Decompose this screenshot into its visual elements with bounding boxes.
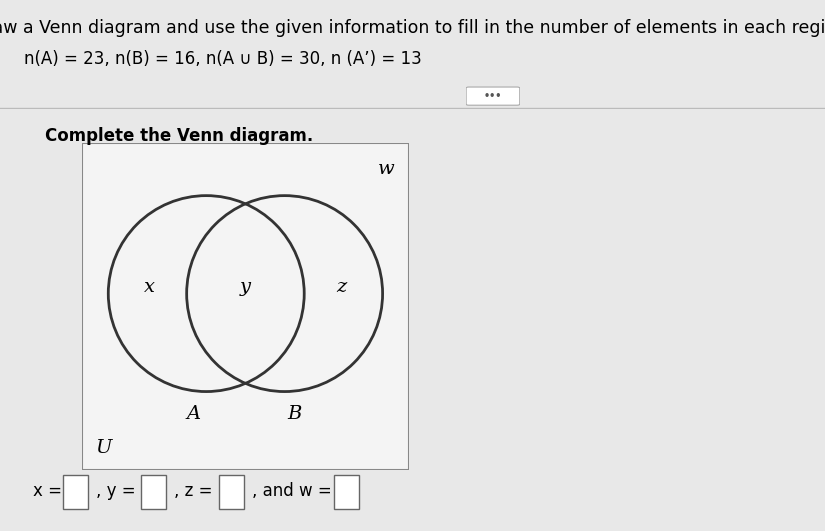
Text: U: U bbox=[95, 439, 111, 457]
Text: A: A bbox=[186, 406, 200, 423]
Text: x =: x = bbox=[33, 482, 62, 500]
FancyBboxPatch shape bbox=[466, 87, 520, 105]
Bar bbox=[63, 475, 87, 509]
FancyBboxPatch shape bbox=[82, 143, 408, 470]
Text: •••: ••• bbox=[483, 91, 502, 101]
Text: z: z bbox=[337, 278, 346, 296]
Text: x: x bbox=[144, 278, 155, 296]
Text: n(A) = 23, n(B) = 16, n(A ∪ B) = 30, n (A’) = 13: n(A) = 23, n(B) = 16, n(A ∪ B) = 30, n (… bbox=[24, 50, 422, 68]
Text: Complete the Venn diagram.: Complete the Venn diagram. bbox=[45, 127, 314, 145]
Text: , y =: , y = bbox=[97, 482, 136, 500]
Text: B: B bbox=[287, 406, 302, 423]
Bar bbox=[219, 475, 243, 509]
Text: w: w bbox=[378, 160, 394, 178]
Text: , z =: , z = bbox=[174, 482, 213, 500]
Text: y: y bbox=[240, 278, 251, 296]
Bar bbox=[334, 475, 360, 509]
Bar bbox=[141, 475, 166, 509]
Text: , and w =: , and w = bbox=[252, 482, 332, 500]
Text: Draw a Venn diagram and use the given information to fill in the number of eleme: Draw a Venn diagram and use the given in… bbox=[0, 19, 825, 37]
